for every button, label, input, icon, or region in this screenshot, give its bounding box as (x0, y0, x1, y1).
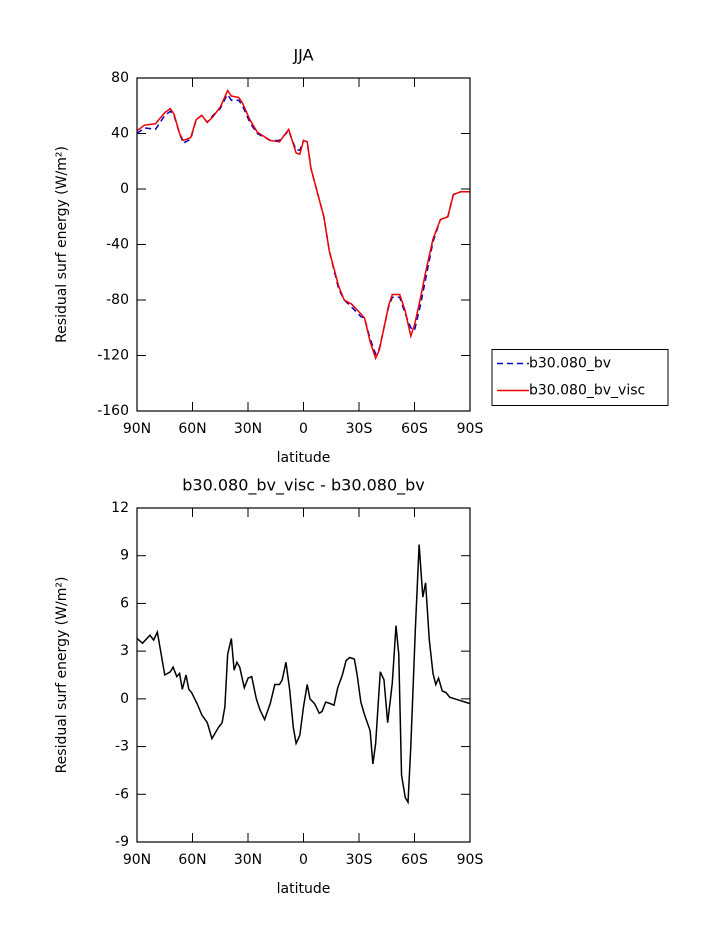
y-tick-label: 0 (120, 181, 129, 197)
y-tick-label: 12 (111, 500, 129, 516)
plot-frame (136, 77, 471, 412)
legend-label: b30.080_bv (529, 356, 611, 372)
x-tick-label: 60S (401, 852, 428, 868)
y-tick-label: -40 (106, 237, 129, 253)
data-line (136, 544, 471, 805)
x-tick-label: 90N (123, 852, 151, 868)
chart-title: JJA (292, 46, 313, 65)
data-line (136, 93, 470, 356)
x-tick-label: 60N (178, 421, 206, 437)
y-tick-label: 0 (120, 691, 129, 707)
x-tick-label: 60S (401, 421, 428, 437)
chart-title: b30.080_bv_visc - b30.080_bv (182, 476, 425, 496)
x-tick-label: 90N (123, 421, 151, 437)
y-tick-label: -3 (115, 739, 129, 755)
y-tick-label: 6 (120, 595, 129, 611)
legend-box (491, 349, 669, 406)
y-axis-label: Residual surf energy (W/m²) (54, 146, 70, 343)
x-tick-label: 0 (299, 852, 308, 868)
y-tick-label: 3 (120, 643, 129, 659)
x-tick-label: 60N (178, 852, 206, 868)
x-tick-label: 90S (457, 421, 484, 437)
y-axis-label: Residual surf energy (W/m²) (54, 577, 70, 774)
x-tick-label: 30S (346, 852, 373, 868)
x-tick-label: 0 (299, 421, 308, 437)
x-tick-label: 30N (234, 421, 262, 437)
x-tick-label: 30N (234, 852, 262, 868)
x-axis-label: latitude (277, 881, 331, 897)
y-tick-label: -9 (115, 834, 129, 850)
legend-label: b30.080_bv_visc (529, 383, 645, 399)
y-tick-label: 9 (120, 548, 129, 564)
y-tick-label: -6 (115, 786, 129, 802)
y-tick-label: -80 (106, 292, 129, 308)
data-line (136, 88, 470, 361)
y-tick-label: 40 (111, 126, 129, 142)
x-tick-label: 90S (457, 852, 484, 868)
x-tick-label: 30S (346, 421, 373, 437)
y-tick-label: -120 (97, 348, 129, 364)
x-axis-label: latitude (277, 450, 331, 466)
y-tick-label: -160 (97, 403, 129, 419)
y-tick-label: 80 (111, 70, 129, 86)
plot-frame (136, 507, 471, 843)
